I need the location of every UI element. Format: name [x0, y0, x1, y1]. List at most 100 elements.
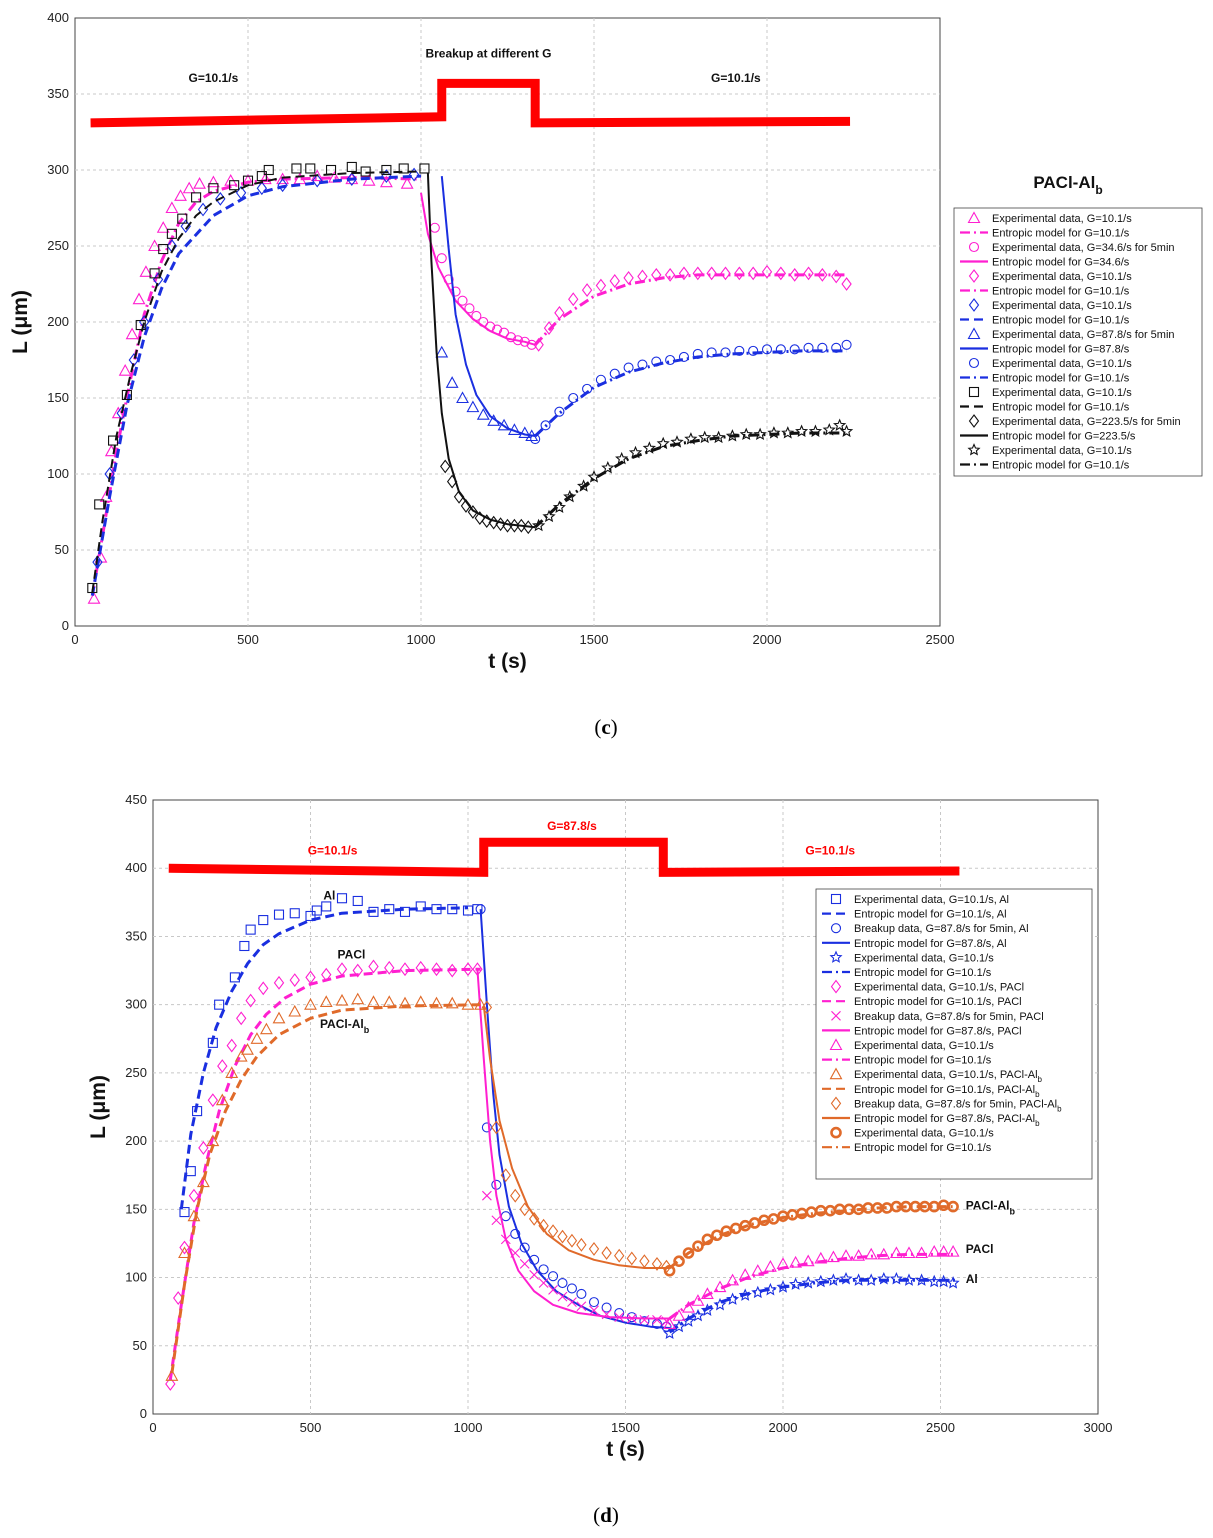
- legend-marker: [968, 241, 980, 253]
- legend-label: Entropic model for G=87.8/s, PACl-Alb: [854, 1113, 1040, 1128]
- data-point: [125, 327, 139, 340]
- data-point: [214, 999, 225, 1010]
- legend-label: Entropic model for G=87.8/s: [992, 344, 1130, 356]
- legend-label: Entropic model for G=10.1/s, Al: [854, 909, 1007, 921]
- legend-label-text: Experimental data, G=10.1/s, Al: [854, 894, 1009, 906]
- data-point: [239, 940, 250, 952]
- legend-label: Entropic model for G=10.1/s, PACl-Alb: [854, 1084, 1040, 1099]
- legend-label: Entropic model for G=10.1/s, PACl: [854, 996, 1022, 1008]
- data-point: [711, 430, 726, 444]
- data-point: [751, 1264, 765, 1276]
- x-axis-label: t (s): [606, 1438, 645, 1461]
- data-point: [336, 893, 348, 904]
- legend-label: Experimental data, G=10.1/s, PACl-Alb: [854, 1069, 1043, 1084]
- x-tick-label: 2000: [753, 632, 782, 647]
- shear-rate-profile: [168, 837, 960, 877]
- data-point: [789, 344, 800, 355]
- data-point: [538, 1264, 549, 1275]
- data-point: [623, 271, 634, 285]
- legend-label-text: Entropic model for G=10.1/s: [854, 967, 992, 979]
- data-point: [915, 1246, 929, 1259]
- y-tick-label: 300: [47, 162, 69, 177]
- data-point: [207, 1093, 219, 1108]
- model-line: [91, 170, 422, 593]
- data-point: [651, 1256, 663, 1271]
- data-point: [839, 1249, 853, 1261]
- legend-marker: [829, 1038, 843, 1051]
- data-point: [656, 436, 670, 450]
- curve-annotation: PACl: [966, 1242, 994, 1256]
- data-point: [803, 266, 814, 281]
- legend-label-sub: b: [1035, 1090, 1040, 1099]
- data-point: [466, 400, 480, 413]
- data-point: [398, 996, 412, 1009]
- data-point: [682, 1247, 695, 1259]
- legend-label: Entropic model for G=10.1/s: [854, 967, 992, 979]
- legend-label-sub: b: [1035, 1119, 1040, 1128]
- x-tick-label: 0: [149, 1420, 156, 1435]
- legend-label-text: Entropic model for G=10.1/s: [854, 1142, 992, 1154]
- x-tick-label: 2500: [926, 1420, 955, 1435]
- curve-annotation-text: Al: [323, 889, 335, 903]
- data-point: [191, 192, 202, 203]
- data-point: [678, 351, 690, 363]
- legend-marker: [829, 950, 843, 963]
- model-line: [476, 969, 670, 1320]
- legend-label-text: Entropic model for G=10.1/s: [992, 373, 1130, 385]
- model-line: [534, 273, 847, 346]
- legend-label-text: Experimental data, G=10.1/s: [992, 213, 1132, 225]
- curve-annotation-sub: b: [1009, 1206, 1015, 1216]
- data-point: [902, 1246, 916, 1259]
- data-point: [258, 172, 272, 185]
- legend-label-text: Experimental data, G=10.1/s: [992, 358, 1132, 370]
- model-line: [482, 1005, 670, 1269]
- data-point: [803, 342, 814, 353]
- data-point: [775, 344, 786, 355]
- data-point: [927, 1244, 941, 1257]
- data-point: [581, 283, 593, 297]
- data-point: [166, 228, 177, 239]
- data-point: [595, 278, 607, 293]
- data-point: [518, 426, 532, 439]
- data-point: [415, 960, 426, 975]
- model-line: [534, 349, 847, 438]
- legend-marker: [967, 211, 981, 224]
- legend-label: Experimental data, G=10.1/s: [854, 1128, 994, 1140]
- data-point: [351, 992, 365, 1005]
- y-tick-label: 450: [125, 792, 147, 807]
- data-point: [319, 995, 333, 1007]
- legend-marker: [968, 414, 980, 428]
- legend-label-text: Entropic model for G=223.5/s: [992, 431, 1136, 443]
- legend-marker: [967, 327, 981, 340]
- data-point: [652, 1314, 662, 1325]
- legend-label-text: Entropic model for G=10.1/s: [992, 402, 1130, 414]
- y-tick-label: 400: [125, 860, 147, 875]
- data-point: [889, 1272, 903, 1285]
- data-point: [352, 895, 363, 907]
- data-point: [436, 253, 447, 264]
- legend-label-text: Entropic model for G=87.8/s, Al: [854, 938, 1007, 950]
- legend-label-sub: b: [1038, 1075, 1043, 1084]
- data-point: [510, 1228, 521, 1239]
- data-point: [563, 489, 577, 503]
- chart-d: 0 500 1000 1500 2000 2500 3000 0 50 100 150 200 250 3…: [87, 792, 1112, 1461]
- model-line: [534, 431, 847, 529]
- data-point: [362, 173, 376, 186]
- data-point: [678, 266, 690, 281]
- legend-label: Entropic model for G=10.1/s: [992, 286, 1130, 298]
- data-point: [256, 181, 268, 196]
- data-point: [609, 368, 620, 379]
- x-tick-label: 1500: [580, 632, 609, 647]
- legend-label-text: Experimental data, G=10.1/s: [854, 952, 994, 964]
- legend-label-text: Breakup data, G=87.8/s for 5min, Al: [854, 923, 1029, 935]
- data-point: [626, 1251, 637, 1266]
- data-point: [614, 1248, 625, 1263]
- data-point: [346, 172, 357, 187]
- model-line: [440, 176, 536, 437]
- legend-label-text: Entropic model for G=10.1/s, PACl: [854, 996, 1022, 1008]
- data-point: [482, 1190, 492, 1201]
- data-point: [651, 267, 662, 282]
- data-point: [467, 505, 479, 519]
- x-tick-label: 500: [300, 1420, 322, 1435]
- legend-label: Experimental data, G=223.5/s for 5min: [992, 416, 1181, 428]
